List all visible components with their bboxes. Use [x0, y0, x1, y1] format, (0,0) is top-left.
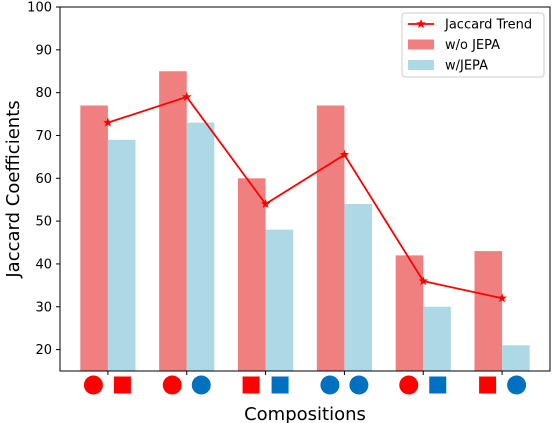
blue-square-icon	[271, 376, 289, 394]
trend-line-path	[107, 95, 503, 300]
bar-w-o-jepa-6	[474, 251, 503, 371]
x-axis-label: Compositions	[244, 404, 366, 423]
trend-point-6	[497, 293, 507, 303]
y-tick-label: 40	[35, 257, 52, 272]
y-tick-label: 60	[35, 172, 52, 187]
blue-circle-icon	[320, 375, 340, 395]
trend-line	[103, 91, 507, 303]
trend-point-5	[418, 276, 429, 286]
plot-frame	[59, 6, 551, 372]
x-axis-ticks	[107, 371, 503, 375]
bar-w-jepa-1	[107, 139, 136, 371]
bar-w-o-jepa-4	[316, 105, 345, 372]
bar-w-jepa-2	[186, 122, 215, 371]
y-axis-ticks: 20 30 40 50 60 70 80 90 100	[27, 1, 60, 358]
blue-circle-icon	[191, 375, 211, 395]
red-circle-icon	[399, 375, 419, 395]
legend-label: w/o JEPA	[445, 38, 500, 53]
y-tick-label: 20	[35, 343, 52, 358]
legend-label: w/JEPA	[445, 59, 488, 74]
bar-w-jepa-3	[265, 229, 294, 371]
y-tick-label: 30	[35, 300, 52, 315]
red-square-icon	[479, 376, 497, 394]
legend-star-icon	[416, 19, 426, 29]
bar-w-o-jepa-1	[80, 105, 108, 372]
legend-swatch	[408, 39, 434, 50]
y-tick-label: 70	[35, 129, 52, 144]
bar-w-o-jepa-3	[237, 178, 266, 371]
y-tick-label: 100	[27, 1, 52, 16]
y-tick-label: 90	[35, 43, 52, 58]
y-tick-label: 50	[35, 215, 52, 230]
red-square-icon	[113, 376, 131, 394]
red-circle-icon	[83, 375, 103, 395]
trend-point-2	[181, 91, 192, 101]
legend-label: Jaccard Trend	[444, 18, 532, 33]
bar-w-jepa-5	[423, 306, 451, 371]
blue-circle-icon	[349, 375, 369, 395]
trend-point-3	[260, 198, 271, 209]
composition-icons	[83, 375, 527, 395]
y-axis-label: Jaccard Coefficients	[3, 100, 24, 278]
red-square-icon	[242, 376, 260, 394]
blue-circle-icon	[507, 375, 527, 395]
y-tick-label: 80	[35, 86, 52, 101]
bars	[80, 71, 530, 372]
trend-point-1	[103, 117, 113, 127]
bar-w-o-jepa-5	[395, 255, 424, 371]
legend-box	[401, 12, 545, 78]
legend: Jaccard Trend w/o JEPA w/JEPA	[401, 12, 545, 78]
legend-swatch	[408, 60, 434, 70]
bar-w-jepa-6	[502, 345, 530, 371]
trend-point-4	[339, 149, 350, 159]
bar-w-o-jepa-2	[159, 71, 187, 371]
red-circle-icon	[162, 375, 182, 395]
bar-w-jepa-4	[344, 203, 373, 371]
blue-square-icon	[429, 376, 447, 394]
